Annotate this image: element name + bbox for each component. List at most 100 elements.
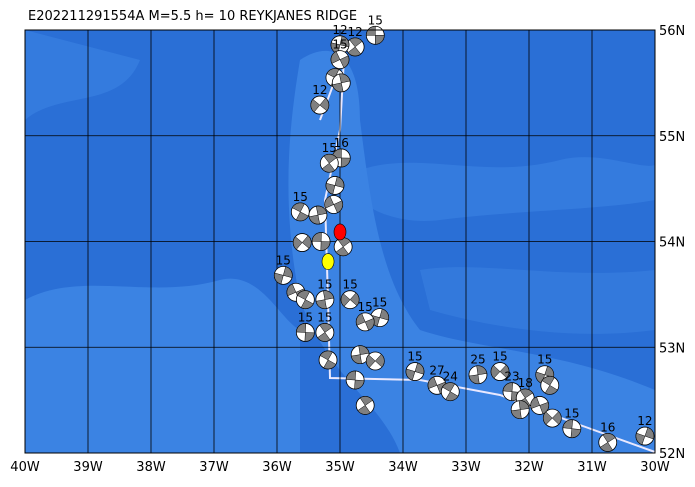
focal-mechanism <box>405 362 425 381</box>
focal-mechanism <box>290 202 310 222</box>
beachball-quadrant <box>541 376 558 395</box>
beachball-quadrant <box>321 154 337 173</box>
depth-label: 15 <box>298 310 313 324</box>
focal-mechanism <box>331 73 351 93</box>
beachball-quadrant <box>297 290 314 309</box>
lon-tick-label: 39W <box>73 460 103 475</box>
focal-mechanism <box>350 345 370 365</box>
focal-mechanism <box>540 375 560 395</box>
beachball-quadrant <box>319 350 337 370</box>
focal-mechanism <box>330 50 350 70</box>
depth-label: 15 <box>358 300 373 314</box>
beachball-quadrant <box>310 97 330 113</box>
focal-mechanism <box>440 382 460 402</box>
focal-mechanism <box>319 153 339 173</box>
depth-label: 15 <box>332 38 347 52</box>
focal-mechanism <box>318 350 338 370</box>
lon-tick-label: 30W <box>640 460 670 475</box>
depth-label: 12 <box>637 414 652 428</box>
bathymetry <box>25 30 655 453</box>
focal-mechanism <box>635 426 655 446</box>
lon-tick-label: 37W <box>199 460 229 475</box>
beachball-quadrant <box>510 400 530 419</box>
beachball-quadrant <box>317 323 333 342</box>
focal-mechanism <box>510 400 530 420</box>
focal-mechanism <box>365 351 385 371</box>
focal-mechanism <box>355 396 375 415</box>
beachball-quadrant <box>530 396 549 415</box>
lon-tick-label: 36W <box>262 460 292 475</box>
beachball-quadrant <box>366 353 385 369</box>
beachball-quadrant <box>292 235 312 250</box>
lat-tick-label: 52N <box>659 447 685 462</box>
lat-tick-label: 56N <box>659 24 685 39</box>
lon-tick-label: 33W <box>451 460 481 475</box>
beachball-quadrant <box>350 345 370 364</box>
depth-label: 15 <box>342 278 357 292</box>
beachball-quadrant <box>311 232 331 251</box>
beachball-quadrant <box>357 396 373 415</box>
beachball-quadrant <box>274 266 293 285</box>
map-title: E202211291554A M=5.5 h= 10 REYKJANES RID… <box>28 9 357 24</box>
beachball-quadrant <box>345 370 365 390</box>
focal-mechanism <box>562 419 582 439</box>
focal-mechanism <box>333 237 353 257</box>
beachball-quadrant <box>366 26 385 45</box>
beachball-quadrant <box>405 362 425 381</box>
focal-mechanism <box>345 370 365 390</box>
focal-mechanism <box>325 176 345 195</box>
focal-mechanism <box>340 290 360 310</box>
focal-mechanism <box>490 362 510 381</box>
lon-tick-label: 40W <box>10 460 40 475</box>
beachball-quadrant <box>347 37 363 57</box>
beachball-quadrant <box>324 195 343 214</box>
frame <box>24 29 656 454</box>
lon-tick-label: 31W <box>577 460 607 475</box>
lon-tick-label: 32W <box>514 460 544 475</box>
depth-label: 15 <box>293 190 308 204</box>
beachball-quadrant <box>490 364 510 379</box>
focal-mechanism <box>310 95 330 115</box>
beachball-quadrant <box>340 292 360 307</box>
depth-label: 12 <box>347 25 362 39</box>
beachball-quadrant <box>599 433 616 452</box>
beachball-quadrant <box>315 290 335 309</box>
depth-label: 15 <box>276 253 291 267</box>
focal-mechanism <box>315 323 335 342</box>
beachball-quadrant <box>308 205 328 225</box>
lat-tick-label: 54N <box>659 236 685 251</box>
depth-label: 15 <box>317 278 332 292</box>
depth-label: 27 <box>429 363 444 377</box>
depth-label: 18 <box>518 376 533 390</box>
focal-mechanism <box>315 290 335 310</box>
depth-label: 12 <box>312 83 327 97</box>
focal-mechanism <box>330 35 350 55</box>
focal-mechanism <box>308 205 328 225</box>
beachball-quadrant <box>442 382 459 401</box>
beachball-quadrant <box>468 365 488 384</box>
lat-tick-label: 53N <box>659 341 685 356</box>
beachball-quadrant <box>543 411 562 425</box>
focal-mechanism <box>542 408 562 428</box>
focal-mechanism <box>365 25 385 45</box>
focal-mechanism <box>292 233 312 252</box>
beachball-quadrant <box>356 313 375 331</box>
beachball-quadrant <box>291 202 309 222</box>
focal-mechanism <box>295 290 315 310</box>
beachball-quadrant <box>330 51 350 69</box>
highlight-event <box>333 223 347 241</box>
focal-mechanism <box>530 396 550 415</box>
depth-label: 15 <box>537 353 552 367</box>
depth-label: 15 <box>368 13 383 27</box>
beachball-quadrant <box>332 73 351 93</box>
lon-tick-label: 34W <box>388 460 418 475</box>
depth-label: 15 <box>564 407 579 421</box>
focal-mechanism <box>324 195 344 214</box>
beachball-quadrant <box>296 323 315 342</box>
depth-label: 24 <box>443 370 458 384</box>
depth-label: 15 <box>407 350 422 364</box>
depth-label: 23 <box>504 370 519 384</box>
focal-mechanism <box>598 433 618 452</box>
depth-label: 16 <box>600 420 615 434</box>
